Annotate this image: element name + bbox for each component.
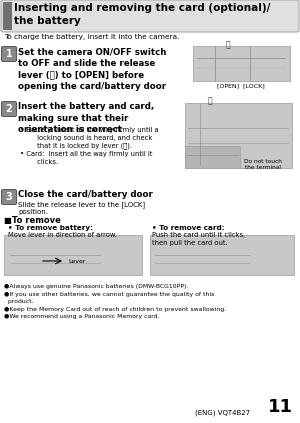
Bar <box>193 46 290 81</box>
Text: Lever: Lever <box>68 258 86 264</box>
Bar <box>185 103 292 168</box>
Text: product.: product. <box>4 299 34 304</box>
Text: (ENG) VQT4B27: (ENG) VQT4B27 <box>195 409 250 416</box>
FancyBboxPatch shape <box>2 190 16 204</box>
Text: ●We recommend using a Panasonic Memory card.: ●We recommend using a Panasonic Memory c… <box>4 314 160 319</box>
Text: • Battery: Insert all the way firmly until a
         locking sound is heard, an: • Battery: Insert all the way firmly unt… <box>18 127 159 165</box>
Text: ●If you use other batteries, we cannot guarantee the quality of this: ●If you use other batteries, we cannot g… <box>4 291 214 297</box>
FancyBboxPatch shape <box>2 102 16 116</box>
Text: 3: 3 <box>6 192 12 202</box>
Text: 11: 11 <box>268 398 293 416</box>
Text: Ⓑ: Ⓑ <box>208 96 212 105</box>
FancyBboxPatch shape <box>2 47 16 61</box>
Text: [OPEN]  [LOCK]: [OPEN] [LOCK] <box>217 83 265 88</box>
FancyBboxPatch shape <box>1 0 299 32</box>
Bar <box>4 235 142 275</box>
Text: Do not touch
the terminal: Do not touch the terminal <box>244 159 282 170</box>
Text: Insert the battery and card,
making sure that their
orientation is correct: Insert the battery and card, making sure… <box>18 102 154 135</box>
Text: Move lever in direction of arrow.: Move lever in direction of arrow. <box>8 232 117 238</box>
Text: ●Keep the Memory Card out of reach of children to prevent swallowing.: ●Keep the Memory Card out of reach of ch… <box>4 307 226 311</box>
Text: Set the camera ON/OFF switch
to OFF and slide the release
lever (Ⓐ) to [OPEN] be: Set the camera ON/OFF switch to OFF and … <box>18 47 167 91</box>
Text: 2: 2 <box>6 104 12 114</box>
Text: Close the card/battery door: Close the card/battery door <box>18 190 153 199</box>
Bar <box>3 2 12 30</box>
Bar <box>185 146 240 168</box>
Text: Ⓐ: Ⓐ <box>226 41 230 49</box>
Text: ●Always use genuine Panasonic batteries (DMW-BCG10PP).: ●Always use genuine Panasonic batteries … <box>4 284 188 289</box>
Bar <box>150 235 294 275</box>
Text: 1: 1 <box>6 49 12 59</box>
Text: • To remove card:: • To remove card: <box>152 225 225 231</box>
Text: ■To remove: ■To remove <box>4 216 61 225</box>
Text: To charge the battery, insert it into the camera.: To charge the battery, insert it into th… <box>4 34 179 40</box>
Text: • To remove battery:: • To remove battery: <box>8 225 93 231</box>
Text: Slide the release lever to the [LOCK]
position.: Slide the release lever to the [LOCK] po… <box>18 201 145 215</box>
Text: Inserting and removing the card (optional)/
the battery: Inserting and removing the card (optiona… <box>14 3 270 26</box>
Text: Push the card until it clicks,
then pull the card out.: Push the card until it clicks, then pull… <box>152 232 245 245</box>
